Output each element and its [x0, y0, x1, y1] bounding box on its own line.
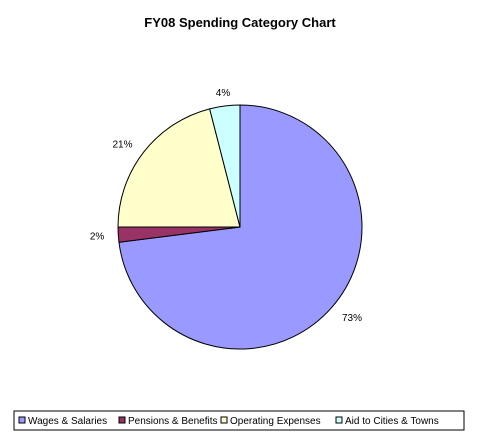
chart-title: FY08 Spending Category Chart [144, 15, 336, 30]
legend-swatch-operating-expenses [220, 416, 228, 424]
legend-label-pensions-benefits: Pensions & Benefits [128, 416, 218, 427]
pie-label-pensions-benefits: 2% [90, 232, 105, 243]
pie-labels: 73% 2% 21% 4% [90, 88, 362, 324]
legend-swatch-aid-to-cities-towns [335, 416, 343, 424]
legend-swatch-pensions-benefits [118, 416, 126, 424]
legend-label-operating-expenses: Operating Expenses [230, 416, 321, 427]
legend: Wages & Salaries Pensions & Benefits Opera… [13, 410, 465, 431]
legend-label-wages-salaries: Wages & Salaries [28, 416, 107, 427]
pie-slice-aid-to-cities-towns [209, 104, 241, 228]
pie-label-operating-expenses: 21% [112, 140, 132, 151]
legend-box [13, 410, 465, 431]
pie-slice-operating-expenses [117, 108, 241, 228]
pie-slices [117, 104, 363, 350]
pie-label-aid-to-cities-towns: 4% [216, 88, 231, 99]
pie-label-wages-salaries: 73% [342, 313, 362, 324]
legend-swatch-wages-salaries [18, 416, 26, 424]
legend-label-aid-to-cities-towns: Aid to Cities & Towns [345, 416, 439, 427]
